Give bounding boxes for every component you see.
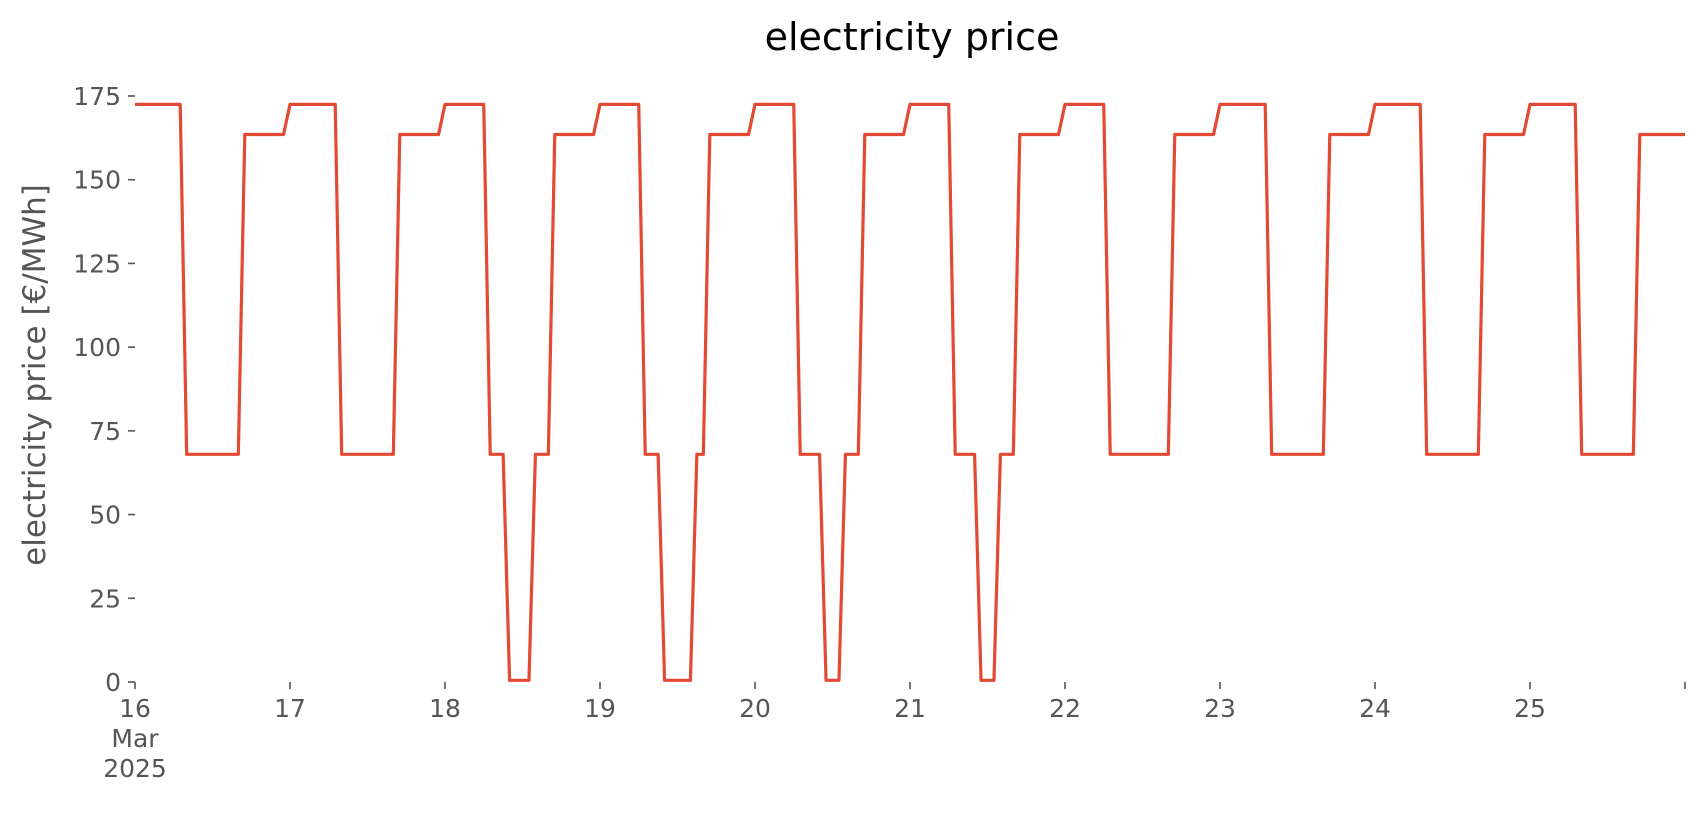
x-tick-label: 16: [119, 694, 151, 723]
x-tick-label: 19: [584, 694, 616, 723]
y-tick-label: 0: [105, 668, 121, 697]
x-tick-label: 21: [894, 694, 926, 723]
y-axis-label: electricity price [€/MWh]: [17, 184, 53, 566]
x-tick-label: 22: [1049, 694, 1081, 723]
x-tick-sublabel: 2025: [103, 754, 167, 783]
price-series-line: [135, 102, 1685, 682]
y-tick-label: 150: [73, 166, 121, 195]
x-tick-label: 25: [1514, 694, 1546, 723]
y-tick-label: 50: [89, 501, 121, 530]
chart-title: electricity price: [765, 15, 1060, 59]
x-tick-label: 24: [1359, 694, 1391, 723]
y-axis: 0 25 50 75 100 125 150 175: [73, 82, 135, 697]
x-tick-label: 20: [739, 694, 771, 723]
x-tick-sublabel: Mar: [111, 724, 159, 753]
x-tick-label: 17: [274, 694, 306, 723]
y-tick-label: 25: [89, 584, 121, 613]
y-tick-label: 175: [73, 82, 121, 111]
y-tick-label: 100: [73, 333, 121, 362]
y-tick-label: 75: [89, 417, 121, 446]
x-tick-label: 18: [429, 694, 461, 723]
x-tick-label: 23: [1204, 694, 1236, 723]
y-tick-label: 125: [73, 249, 121, 278]
